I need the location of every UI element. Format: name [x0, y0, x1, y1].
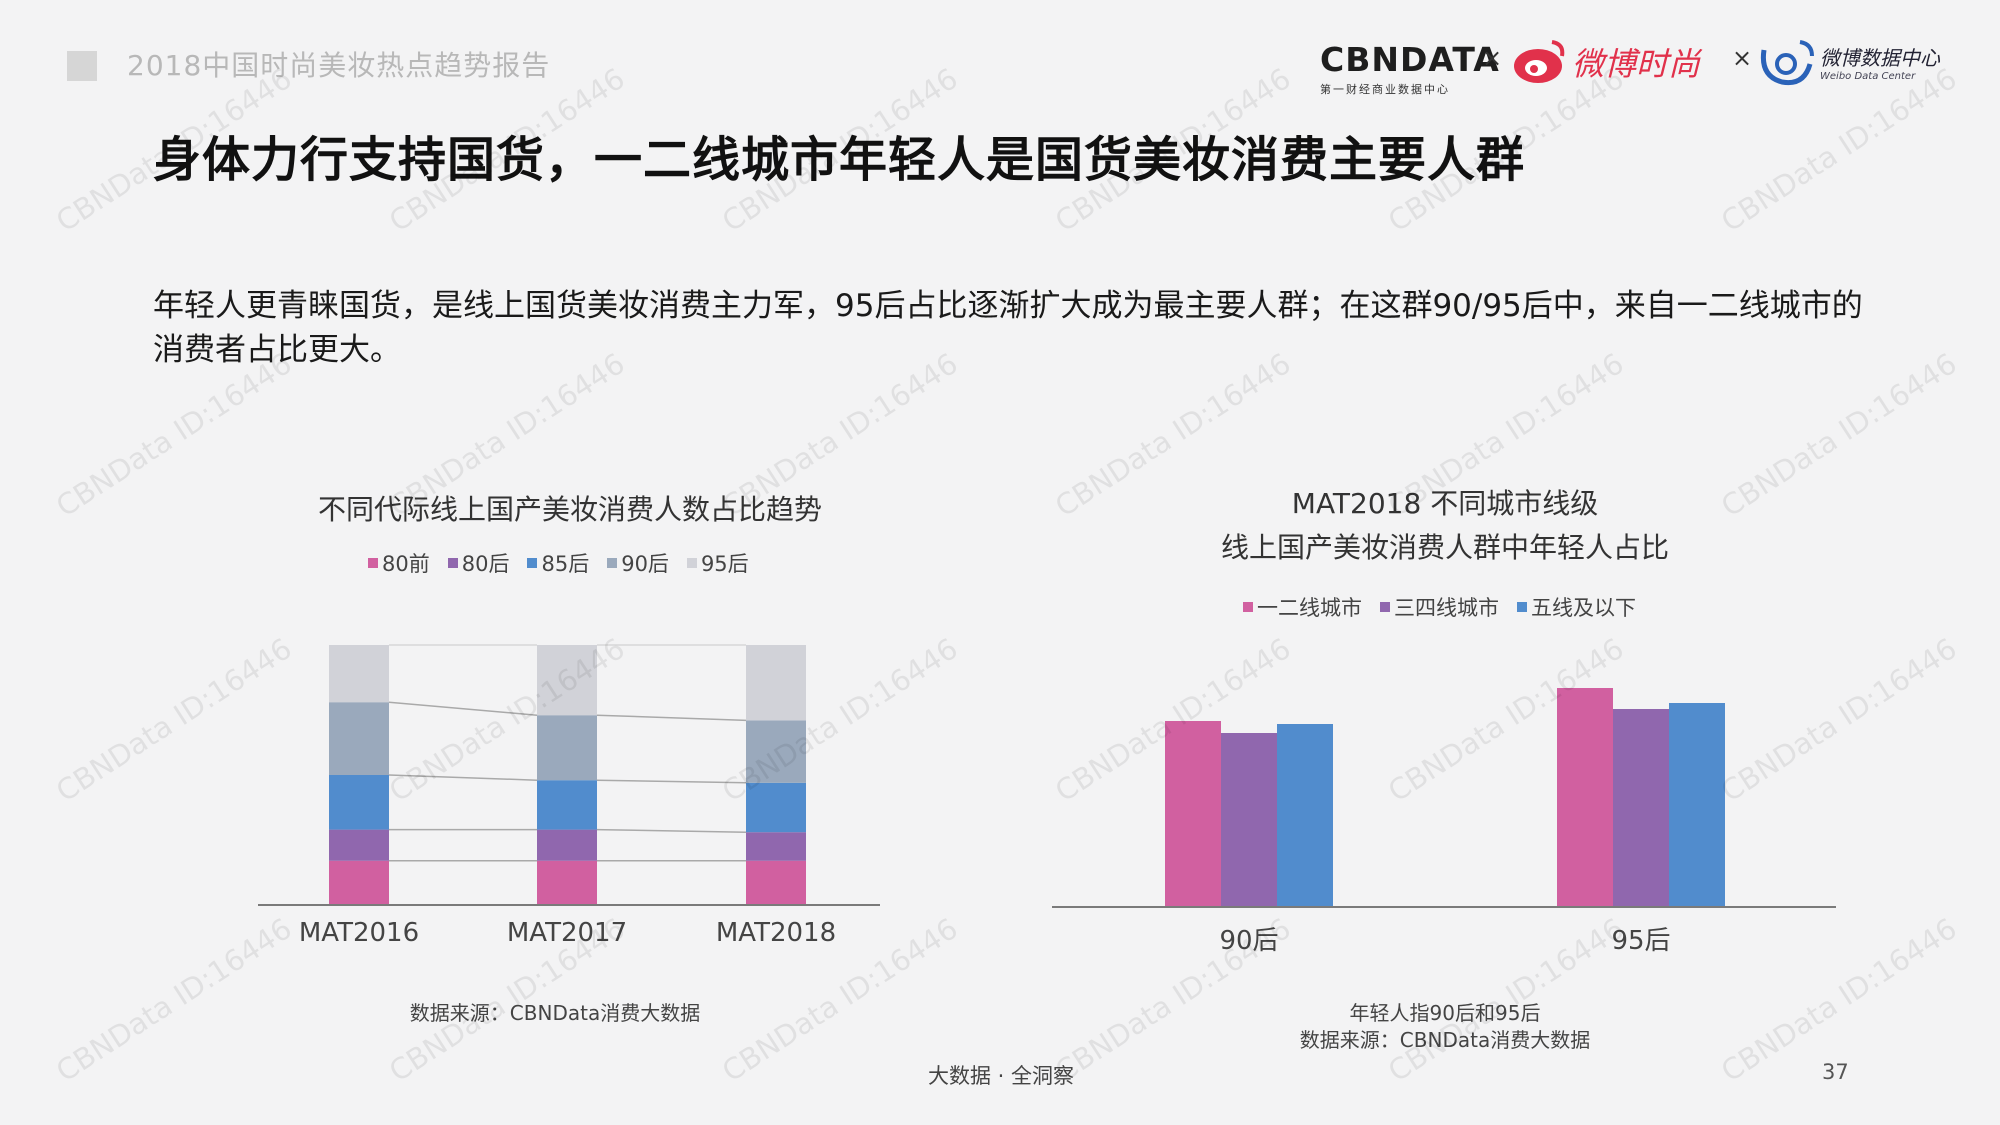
- page-number: 37: [1822, 1060, 1849, 1084]
- cbndata-logo-subtext: 第一财经商业数据中心: [1320, 83, 1450, 96]
- chart2-legend-swatch: [1243, 602, 1253, 612]
- chart2-source: 数据来源：CBNData消费大数据: [1299, 1028, 1591, 1052]
- chart1-bar-segment: [329, 645, 389, 703]
- chart1-bar-segment: [746, 832, 806, 861]
- chart1-legend-swatch: [686, 558, 697, 568]
- chart1-legend-item: 85后: [527, 548, 589, 578]
- chart1-legend-item: 95后: [686, 548, 749, 578]
- chart1-legend-label: 85后: [541, 552, 590, 576]
- chart2-legend-label: 一二线城市: [1257, 596, 1362, 620]
- chart1-bar-segment: [537, 860, 597, 905]
- weibo-eye-icon: [1514, 40, 1565, 83]
- chart1-legend: 80前 80后 85后 90后 95后: [368, 548, 767, 578]
- weibo-data-icon: [1760, 40, 1814, 86]
- chart2-title: MAT2018 不同城市线级 线上国产美妆消费人群中年轻人占比: [1145, 482, 1745, 570]
- chart1-source: 数据来源：CBNData消费大数据: [409, 1001, 701, 1025]
- chart2-legend-item: 五线及以下: [1517, 592, 1636, 622]
- chart1-legend-item: 90后: [607, 548, 669, 578]
- chart2-bar: [1165, 721, 1221, 907]
- chart2-legend-label: 三四线城市: [1394, 596, 1499, 620]
- cbndata-logo: CBNDATA 第一财经商业数据中心: [1320, 40, 1500, 97]
- chart1-title: 不同代际线上国产美妆消费人数占比趋势: [317, 493, 822, 526]
- page-description: 年轻人更青睐国货，是线上国货美妆消费主力军，95后占比逐渐扩大成为最主要人群；在…: [153, 288, 1863, 368]
- chart2-bar: [1277, 724, 1333, 907]
- chart1-legend-label: 80前: [382, 552, 430, 576]
- weibo-fashion-text: 微博时尚: [1572, 45, 1701, 83]
- chart2-bar: [1613, 709, 1669, 907]
- chart1-bar-segment: [329, 775, 389, 830]
- chart1-legend-swatch: [368, 558, 378, 568]
- partner-logos: CBNDATA 第一财经商业数据中心 × 微博时尚 × 微博数据中心 Weibo…: [1320, 36, 1940, 96]
- chart1-legend-item: 80后: [447, 548, 510, 578]
- chart1-x-tick-label: MAT2017: [507, 918, 627, 948]
- chart2-title-line1: MAT2018 不同城市线级: [1291, 487, 1599, 520]
- weibo-data-logo: 微博数据中心 Weibo Data Center: [1758, 36, 1940, 88]
- chart1-bar-segment: [746, 782, 806, 833]
- chart2-bar: [1669, 703, 1725, 907]
- weibo-data-en-text: Weibo Data Center: [1820, 71, 1916, 82]
- header-square-icon: [67, 51, 97, 81]
- weibo-data-text: 微博数据中心: [1820, 46, 1940, 70]
- chart1-bar-segment: [537, 829, 597, 861]
- chart1-x-tick-label: MAT2018: [716, 918, 836, 948]
- page-title: 身体力行支持国货，一二线城市年轻人是国货美妆消费主要人群: [153, 132, 1526, 188]
- chart1-connector-line: [388, 701, 538, 716]
- footer-tagline: 大数据 · 全洞察: [928, 1064, 1075, 1088]
- chart1-legend-label: 90后: [621, 552, 669, 576]
- chart2-notes: 年轻人指90后和95后 数据来源：CBNData消费大数据: [1245, 1000, 1645, 1054]
- chart1-bar-segment: [746, 720, 806, 783]
- chart1-bar-segment: [329, 860, 389, 905]
- chart1-bar-segment: [537, 715, 597, 781]
- chart2-bar: [1221, 733, 1277, 907]
- chart2-note: 年轻人指90后和95后: [1349, 1001, 1541, 1025]
- chart2-bar: [1557, 688, 1613, 907]
- chart1-legend-swatch: [527, 558, 538, 568]
- chart1-legend-swatch: [447, 558, 458, 568]
- chart2-legend-label: 五线及以下: [1531, 596, 1636, 620]
- chart1-legend-label: 80后: [461, 552, 510, 576]
- chart1-x-tick-label: MAT2016: [299, 918, 419, 948]
- chart2-legend-swatch: [1380, 602, 1390, 612]
- chart1-bar-segment: [537, 780, 597, 830]
- chart1-connector-line: [596, 828, 747, 833]
- chart1-connector-line: [596, 779, 747, 784]
- chart1-bar-segment: [329, 702, 389, 775]
- chart1-bar-segment: [329, 829, 389, 861]
- chart2-legend-item: 一二线城市: [1243, 592, 1362, 622]
- chart1-bar-segment: [746, 645, 806, 721]
- chart1-legend-swatch: [607, 558, 618, 568]
- chart1-bar-segment: [537, 645, 597, 716]
- chart1-legend-label: 95后: [700, 552, 749, 576]
- chart2-legend: 一二线城市 三四线城市 五线及以下: [1243, 592, 1654, 622]
- chart2-title-line2: 线上国产美妆消费人群中年轻人占比: [1220, 531, 1669, 564]
- weibo-fashion-logo: 微博时尚: [1512, 38, 1700, 86]
- chart1-legend-item: 80前: [368, 548, 430, 578]
- chart2-x-tick-label: 90后: [1219, 926, 1278, 956]
- chart2-legend-item: 三四线城市: [1380, 592, 1499, 622]
- chart1-bar-segment: [746, 860, 806, 905]
- chart1-connector-line: [388, 774, 538, 781]
- times-icon: ×: [1482, 44, 1503, 72]
- report-title: 2018中国时尚美妆热点趋势报告: [127, 49, 551, 82]
- times-icon-2: ×: [1732, 44, 1753, 72]
- cbndata-logo-text: CBNDATA: [1320, 40, 1500, 79]
- chart1-connector-line: [596, 714, 747, 722]
- chart2-legend-swatch: [1517, 602, 1527, 612]
- chart2-x-tick-label: 95后: [1611, 926, 1670, 956]
